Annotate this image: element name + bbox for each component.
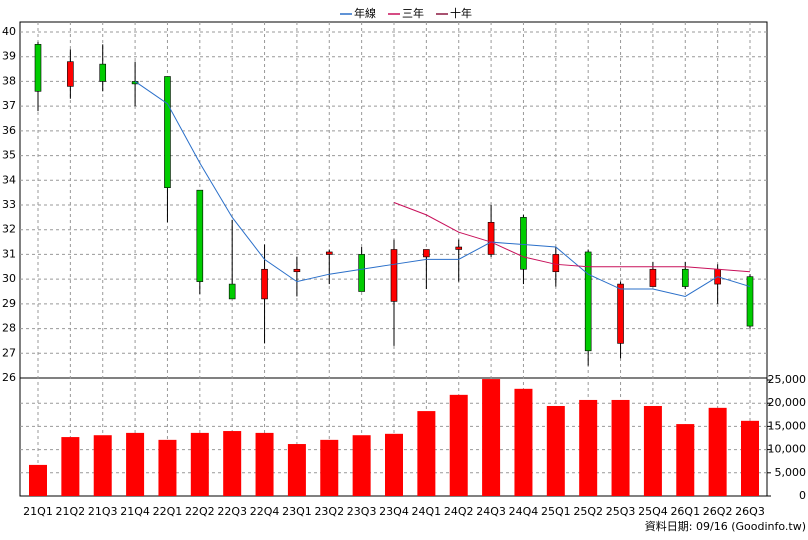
x-tick-label: 23Q4: [379, 505, 409, 518]
volume-bar: [579, 399, 598, 496]
y-tick-label: 32: [2, 223, 16, 236]
volume-bar: [385, 433, 403, 496]
volume-bar: [287, 444, 306, 496]
volume-bar: [126, 432, 145, 496]
volume-bar: [676, 424, 695, 496]
volume-bar: [741, 420, 759, 496]
volume-bar: [61, 437, 80, 496]
x-tick-label: 21Q3: [88, 505, 118, 518]
footer: 資料日期: 09/16 (Goodinfo.tw): [645, 519, 806, 533]
y2-tick-label: 20,000: [768, 396, 807, 409]
x-tick-label: 25Q2: [573, 505, 603, 518]
volume-bar: [320, 439, 339, 496]
volume-bar: [93, 435, 112, 496]
volume-bar: [546, 405, 565, 496]
x-tick-label: 21Q1: [23, 505, 53, 518]
candle-body: [34, 44, 42, 92]
x-tick-label: 26Q2: [703, 505, 733, 518]
volume-bar: [514, 388, 533, 496]
volume-bar: [482, 379, 501, 496]
y2-tick-label: 0: [799, 489, 806, 502]
x-tick-label: 21Q2: [56, 505, 86, 518]
x-tick-label: 25Q1: [541, 505, 571, 518]
legend-label: 十年: [450, 6, 472, 20]
candle-body: [617, 283, 624, 344]
volume-bar: [158, 439, 177, 496]
y-tick-label: 30: [2, 272, 16, 285]
candle-body: [67, 61, 74, 87]
candle-body: [455, 246, 463, 250]
y2-tick-label: 10,000: [768, 443, 807, 456]
y-tick-label: 28: [2, 322, 16, 335]
legend-label: 三年: [402, 6, 424, 20]
candle-body: [228, 283, 236, 300]
candle-body: [584, 251, 592, 352]
candle-body: [293, 268, 301, 273]
volume-bar: [708, 407, 727, 496]
x-tick-label: 24Q2: [444, 505, 474, 518]
x-tick-label: 26Q3: [735, 505, 765, 518]
x-tick-label: 22Q2: [185, 505, 215, 518]
candle-body: [487, 222, 495, 255]
candle-body: [746, 276, 754, 327]
y2-tick-label: 15,000: [768, 419, 807, 432]
x-tick-label: 25Q3: [606, 505, 636, 518]
x-tick-label: 23Q3: [347, 505, 377, 518]
candle-body: [261, 268, 268, 300]
y-tick-label: 26: [2, 371, 16, 384]
candle-body: [325, 251, 333, 255]
candle-body: [649, 268, 657, 287]
y-tick-label: 34: [2, 173, 16, 186]
volume-bar: [643, 405, 662, 496]
ma-line: [134, 81, 751, 297]
y-tick-label: 39: [2, 50, 16, 63]
y2-tick-label: 25,000: [768, 373, 807, 386]
x-tick-label: 25Q4: [638, 505, 668, 518]
candle-body: [681, 268, 689, 287]
x-tick-label: 22Q1: [153, 505, 183, 518]
candle-body: [520, 217, 527, 270]
y-tick-label: 31: [2, 247, 16, 260]
volume-bar: [352, 435, 371, 496]
y-tick-label: 40: [2, 25, 16, 38]
y-tick-label: 38: [2, 74, 16, 87]
x-tick-label: 24Q3: [476, 505, 506, 518]
x-tick-label: 24Q1: [412, 505, 442, 518]
candle-body: [552, 254, 560, 273]
candle-body: [99, 63, 107, 82]
volume-bar: [223, 431, 242, 496]
volume-bar: [29, 464, 47, 496]
x-tick-label: 22Q3: [217, 505, 247, 518]
marks: [29, 41, 759, 496]
y2-tick-label: 5,000: [775, 466, 807, 479]
legend-label: 年線: [354, 6, 376, 20]
candle-body: [390, 249, 398, 302]
ma-line: [393, 202, 751, 273]
candle-body: [358, 254, 365, 292]
y-tick-label: 27: [2, 346, 16, 359]
x-tick-label: 21Q4: [120, 505, 150, 518]
volume-bar: [449, 394, 468, 496]
x-tick-label: 23Q2: [314, 505, 344, 518]
x-tick-label: 23Q1: [282, 505, 312, 518]
candle-body: [164, 76, 171, 189]
y-tick-label: 33: [2, 198, 16, 211]
x-tick-label: 24Q4: [509, 505, 539, 518]
candle-body: [196, 189, 204, 282]
volume-bar: [190, 432, 209, 496]
volume-bar: [255, 432, 274, 496]
y-tick-label: 29: [2, 297, 16, 310]
y-tick-label: 37: [2, 99, 16, 112]
y-tick-label: 35: [2, 149, 16, 162]
y-tick-label: 36: [2, 124, 16, 137]
volume-bar: [417, 411, 436, 496]
volume-bar: [611, 399, 630, 496]
x-tick-label: 26Q1: [670, 505, 700, 518]
candle-body: [423, 249, 430, 258]
x-tick-label: 22Q4: [250, 505, 280, 518]
